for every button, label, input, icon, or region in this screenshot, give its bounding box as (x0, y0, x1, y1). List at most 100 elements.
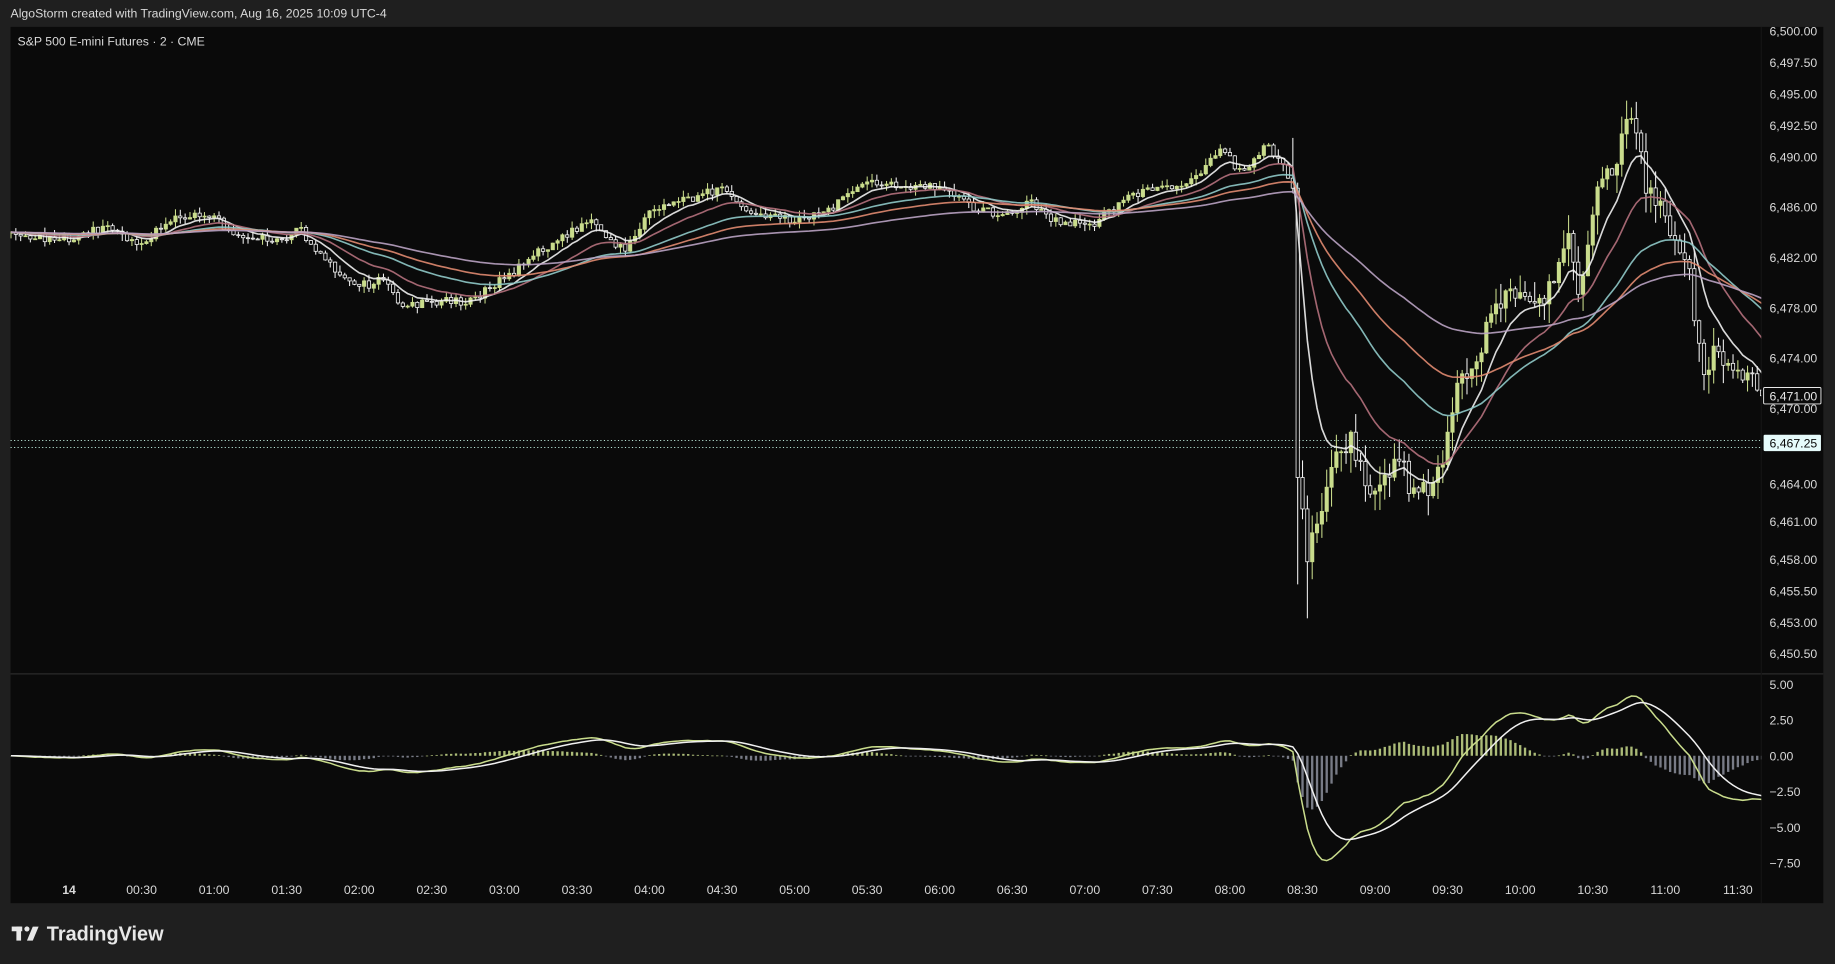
candle-down (1532, 301, 1537, 304)
macd-histogram-bar (503, 750, 506, 756)
candle-down (197, 212, 202, 218)
candle-up (492, 287, 497, 289)
candle-down (1740, 369, 1745, 381)
macd-histogram-bar (720, 755, 724, 757)
time-tick-label: 04:30 (707, 883, 738, 897)
candle-up (1131, 192, 1136, 196)
price-pane[interactable] (9, 100, 1763, 619)
time-tick-label: 05:00 (779, 883, 810, 897)
candle-up (720, 186, 725, 189)
time-tick-label: 01:00 (199, 883, 230, 897)
candle-up (23, 235, 28, 238)
macd-histogram-bar (275, 755, 279, 758)
candle-down (1300, 477, 1305, 510)
candle-down (1344, 451, 1349, 454)
candle-down (1169, 185, 1174, 190)
price-axis[interactable]: 6,500.00 6,497.50 6,495.00 6,492.50 6,490.00… (1763, 25, 1822, 662)
candle-up (1658, 200, 1663, 206)
time-tick-label: 03:00 (489, 883, 520, 897)
candle-up (299, 227, 304, 229)
candle-up (1382, 474, 1387, 486)
candle-up (473, 296, 478, 299)
symbol-title: S&P 500 E-mini Futures · 2 · CME (18, 35, 205, 49)
macd-histogram-bar (498, 751, 501, 756)
candle-up (139, 243, 144, 245)
macd-histogram-bar (1523, 747, 1527, 756)
candle-down (1368, 485, 1373, 495)
candle-up (1421, 482, 1426, 493)
candle-up (1310, 532, 1315, 563)
candle-down (971, 202, 976, 212)
macd-histogram-bar (875, 752, 879, 756)
time-tick-label: 08:30 (1287, 883, 1318, 897)
macd-histogram-bar (1639, 752, 1643, 756)
macd-histogram-bar (764, 755, 767, 761)
macd-histogram-bar (1330, 755, 1333, 784)
candle-up (657, 209, 662, 211)
macd-histogram-bar (1098, 755, 1101, 757)
candle-up (1053, 217, 1058, 222)
candle-down (690, 196, 696, 202)
candle-up (1600, 178, 1605, 188)
candle-up (850, 191, 855, 194)
candle-up (1126, 194, 1131, 201)
macd-histogram-bar (803, 755, 806, 759)
candle-up (526, 258, 531, 265)
macd-histogram-bar (1567, 752, 1570, 756)
macd-tick-label: 0.00 (1769, 749, 1793, 763)
time-axis[interactable]: 14 00:30 01:00 01:30 02:00 02:30 03:00 03:30 04:… (62, 883, 1753, 897)
candle-down (1426, 482, 1431, 497)
macd-line (10, 695, 1762, 862)
candle-down (565, 234, 570, 238)
candle-down (724, 186, 729, 192)
candle-up (1460, 373, 1465, 384)
macd-histogram-bar (319, 755, 322, 758)
candle-up (836, 199, 841, 211)
candle-up (1063, 221, 1068, 226)
macd-histogram-bar (624, 755, 627, 761)
candle-up (676, 201, 681, 203)
time-tick-label: 00:30 (126, 883, 157, 897)
candle-up (1266, 144, 1271, 147)
macd-histogram-bar (527, 750, 530, 756)
candle-up (570, 227, 575, 238)
candle-up (1595, 186, 1600, 216)
candle-up (105, 225, 110, 228)
tradingview-logo-icon (11, 926, 39, 941)
candle-down (1058, 217, 1063, 226)
macd-histogram-bar (329, 755, 332, 759)
macd-histogram-bar (1378, 748, 1382, 756)
candle-up (1726, 362, 1731, 366)
tradingview-logo-text: TradingView (47, 924, 164, 946)
price-tick-label: 6,490.00 (1769, 150, 1817, 164)
candle-down (28, 235, 33, 240)
candle-up (652, 209, 657, 212)
macd-histogram-bar (1697, 755, 1701, 781)
time-tick-label: 02:00 (344, 883, 375, 897)
candle-up (1145, 187, 1150, 190)
candle-down (541, 248, 546, 252)
candle-down (1242, 168, 1247, 171)
macd-pane[interactable] (10, 695, 1763, 862)
macd-histogram-bar (1485, 735, 1488, 756)
candle-down (1552, 281, 1557, 284)
tradingview-logo[interactable]: TradingView (11, 924, 164, 946)
price-tick-label: 6,461.00 (1769, 515, 1817, 529)
macd-tick-label: −5.00 (1769, 821, 1800, 835)
macd-histogram-bar (1678, 755, 1681, 775)
macd-axis[interactable]: 5.00 2.50 0.00 −2.50 −5.00 −7.50 (1769, 678, 1800, 870)
candle-up (1614, 163, 1619, 176)
macd-histogram-bar (425, 755, 429, 757)
candle-down (734, 195, 739, 203)
macd-histogram-bar (1620, 747, 1623, 756)
macd-histogram-bar (391, 755, 395, 757)
macd-histogram-bar (406, 755, 409, 758)
candle-up (1140, 188, 1145, 197)
macd-histogram-bar (1122, 752, 1125, 756)
macd-histogram-bar (1441, 744, 1444, 756)
candle-up (1165, 185, 1170, 188)
macd-histogram-bar (416, 755, 419, 758)
macd-histogram-bar (474, 753, 477, 756)
candle-down (1576, 261, 1581, 295)
